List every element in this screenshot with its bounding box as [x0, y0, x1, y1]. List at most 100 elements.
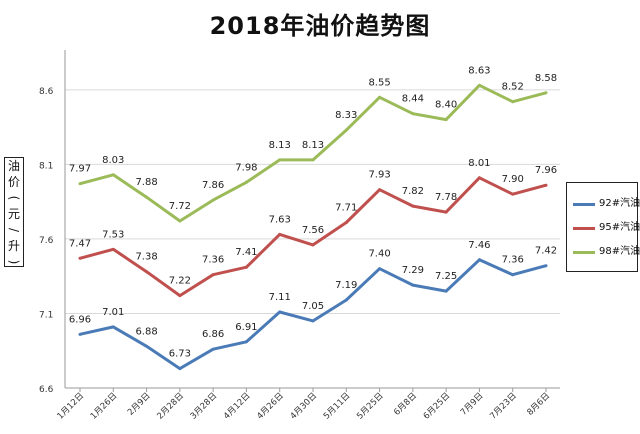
data-point	[411, 112, 415, 116]
data-point	[378, 188, 382, 192]
data-label: 7.63	[269, 214, 291, 225]
data-label: 7.38	[135, 252, 157, 263]
data-point	[111, 247, 115, 251]
series-line-1	[79, 258, 547, 371]
y-axis-label-char: 元	[7, 207, 20, 221]
data-point	[78, 332, 82, 336]
data-point	[378, 267, 382, 271]
data-label: 8.13	[269, 140, 291, 151]
legend-item: 98#汽油	[573, 245, 640, 259]
data-label: 7.40	[368, 249, 390, 260]
data-point	[211, 273, 215, 277]
data-label: 7.93	[368, 170, 390, 181]
data-point	[444, 118, 448, 122]
data-label: 7.25	[435, 271, 457, 282]
x-tick-label: 3月28日	[189, 391, 220, 422]
x-tick-label: 2月9日	[126, 391, 153, 418]
data-point	[344, 128, 348, 132]
data-label: 7.36	[502, 255, 524, 266]
data-point	[244, 180, 248, 184]
y-tick-label: 7.6	[39, 236, 54, 246]
x-tick-label: 5月25日	[355, 391, 386, 422]
x-tick-label: 7月9日	[459, 391, 486, 418]
data-label: 7.53	[102, 229, 124, 240]
data-point	[511, 100, 515, 104]
y-axis-label-char: 油	[7, 159, 20, 173]
data-label: 7.88	[135, 177, 157, 188]
data-point	[244, 265, 248, 269]
x-tick-label: 2月28日	[155, 391, 186, 422]
data-point	[111, 325, 115, 329]
chart-title: 2018年油价趋势图	[209, 12, 431, 40]
y-tick-label: 8.1	[39, 161, 53, 171]
data-point	[477, 176, 481, 180]
data-label: 7.22	[169, 276, 191, 287]
data-label: 6.88	[135, 326, 157, 337]
data-point	[344, 298, 348, 302]
data-point	[511, 273, 515, 277]
data-point	[544, 183, 548, 187]
legend-item: 95#汽油	[573, 221, 640, 235]
data-label: 8.44	[402, 94, 424, 105]
data-label: 8.63	[468, 65, 490, 76]
data-point	[378, 95, 382, 99]
data-point	[311, 243, 315, 247]
data-point	[145, 195, 149, 199]
x-tick-label: 1月12日	[56, 391, 87, 422]
data-label: 7.05	[302, 301, 324, 312]
data-point	[211, 347, 215, 351]
data-point	[511, 192, 515, 196]
x-tick-label: 4月26日	[255, 391, 286, 422]
data-point	[244, 340, 248, 344]
x-tick-label: 6月25日	[422, 391, 453, 422]
x-tick-label: 1月26日	[89, 391, 120, 422]
data-label: 7.01	[102, 307, 124, 318]
data-label: 7.42	[535, 246, 557, 257]
y-tick-label: 6.6	[39, 385, 54, 395]
data-point	[178, 219, 182, 223]
data-label: 8.13	[302, 140, 324, 151]
data-point	[111, 173, 115, 177]
data-label: 7.46	[468, 240, 490, 251]
data-label: 7.47	[69, 238, 91, 249]
data-point	[211, 198, 215, 202]
data-label: 7.86	[202, 180, 224, 191]
y-tick-label: 8.6	[39, 87, 54, 97]
data-label: 8.01	[468, 158, 490, 169]
data-point	[311, 319, 315, 323]
y-axis-label-char: )	[7, 259, 21, 265]
y-axis-label: 油价 (元 / 升)	[4, 157, 24, 267]
data-label: 8.55	[368, 77, 390, 88]
data-label: 7.72	[169, 201, 191, 212]
data-point	[544, 91, 548, 95]
y-axis-label-char: /	[7, 227, 21, 233]
y-axis-label-char: 升	[7, 239, 20, 253]
data-point	[477, 83, 481, 87]
legend-swatch	[573, 203, 595, 206]
data-label: 7.82	[402, 186, 424, 197]
x-tick-label: 6月8日	[392, 391, 419, 418]
data-label: 7.29	[402, 265, 424, 276]
series-line-3	[79, 83, 547, 223]
chart-legend: 92#汽油 95#汽油 98#汽油	[566, 182, 640, 272]
data-label: 7.78	[435, 192, 457, 203]
data-point	[411, 283, 415, 287]
data-label: 7.98	[235, 162, 257, 173]
legend-label: 92#汽油	[599, 198, 640, 209]
x-tick-label: 4月30日	[289, 391, 320, 422]
data-label: 8.40	[435, 100, 457, 111]
series-line-2	[79, 176, 547, 298]
data-point	[145, 270, 149, 274]
legend-swatch	[573, 227, 595, 230]
data-point	[178, 294, 182, 298]
data-point	[278, 232, 282, 236]
y-tick-label: 7.1	[39, 310, 53, 320]
data-point	[311, 158, 315, 162]
data-point	[477, 258, 481, 262]
data-label: 6.96	[69, 314, 91, 325]
data-label: 7.90	[502, 174, 524, 185]
data-label: 7.97	[69, 164, 91, 175]
x-tick-label: 7月23日	[488, 391, 519, 422]
data-label: 7.19	[335, 280, 357, 291]
data-label: 7.11	[269, 292, 291, 303]
